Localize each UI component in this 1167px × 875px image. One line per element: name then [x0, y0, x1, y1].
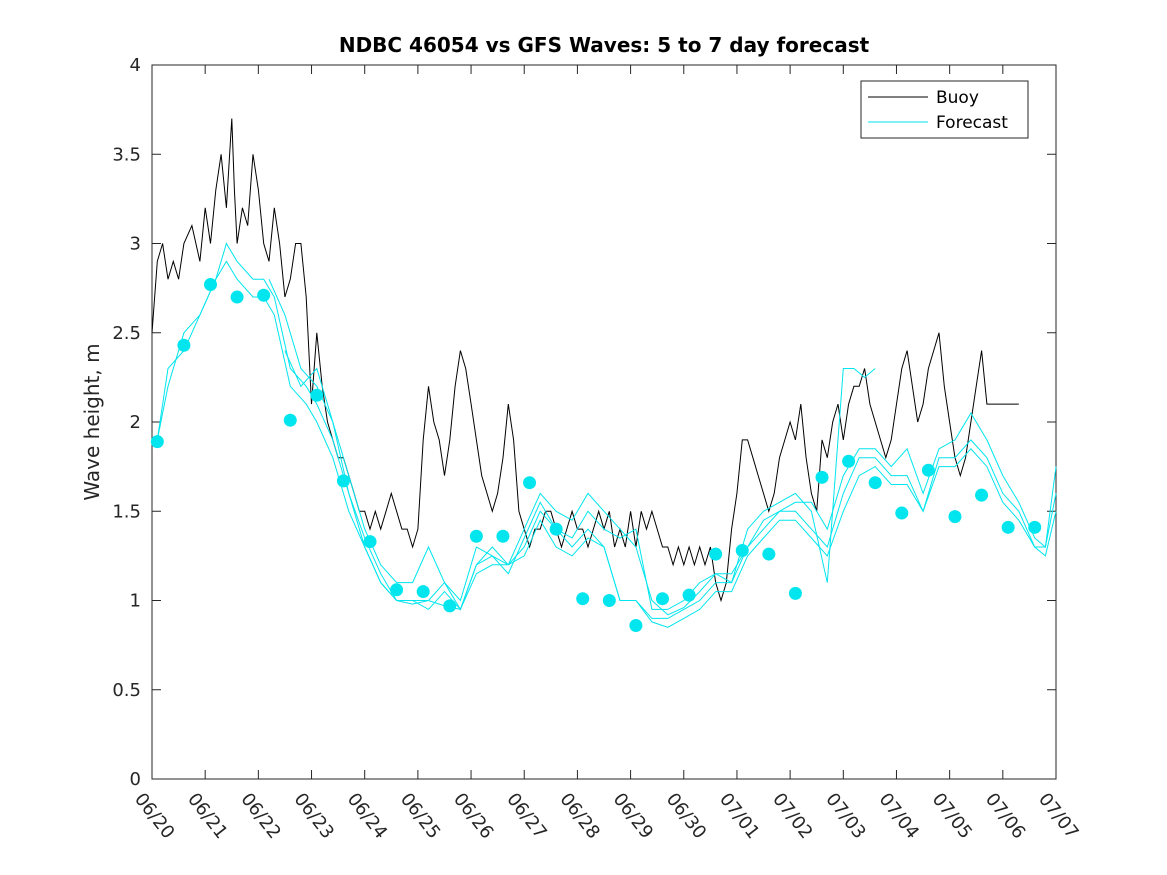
forecast-point	[975, 488, 989, 502]
y-tick-label: 0	[130, 769, 141, 790]
y-tick-label: 0.5	[112, 680, 141, 701]
forecast-point	[283, 413, 297, 427]
forecast-point	[602, 594, 616, 607]
y-tick-label: 2.5	[112, 323, 141, 344]
forecast-point	[363, 535, 377, 549]
forecast-point	[895, 506, 909, 520]
forecast-point	[576, 592, 590, 606]
series-layer	[150, 118, 1057, 632]
forecast-point	[948, 510, 962, 524]
forecast-point	[443, 599, 457, 613]
forecast-point	[336, 474, 350, 488]
forecast-line-2	[156, 260, 1057, 628]
forecast-point	[469, 529, 483, 543]
y-tick-label: 4	[130, 55, 141, 76]
axes-box	[151, 64, 1057, 780]
legend-box	[860, 80, 1029, 139]
forecast-point	[921, 463, 935, 477]
plot-area: 00.511.522.533.54 06/20 06/21 06/22 06/23 06…	[112, 55, 1082, 843]
forecast-point	[203, 278, 217, 292]
forecast-point	[1028, 520, 1042, 534]
forecast-point	[762, 547, 776, 561]
legend-label-forecast: Forecast	[936, 113, 1008, 133]
forecast-point	[310, 388, 324, 402]
forecast-point	[655, 592, 669, 606]
forecast-point	[1001, 520, 1015, 534]
forecast-point	[496, 529, 510, 543]
forecast-point	[257, 288, 271, 302]
buoy-line	[151, 118, 1019, 603]
forecast-point	[735, 544, 749, 558]
forecast-point	[815, 470, 829, 484]
y-tick-label: 1.5	[112, 501, 141, 522]
forecast-point	[416, 585, 430, 599]
forecast-point	[682, 588, 696, 602]
legend: Buoy Forecast	[860, 80, 1029, 139]
forecast-point	[709, 547, 723, 561]
y-axis: 0 0.5 1 1.5 2 2.5 3 3.5 4	[112, 55, 1056, 790]
y-tick-label: 3.5	[112, 144, 141, 165]
forecast-point	[868, 476, 882, 490]
y-axis-label: Wave height, m	[80, 343, 104, 500]
forecast-line-4	[268, 278, 1057, 616]
forecast-line-3	[284, 350, 876, 610]
forecast-point	[549, 522, 563, 536]
forecast-point	[629, 618, 643, 632]
forecast-point	[177, 338, 191, 352]
legend-label-buoy: Buoy	[936, 88, 979, 108]
forecast-point	[390, 583, 404, 597]
forecast-point	[230, 290, 244, 304]
y-tick-label: 1	[130, 591, 141, 612]
forecast-point	[523, 476, 537, 490]
y-tick-label: 3	[130, 234, 141, 255]
forecast-point	[150, 435, 164, 449]
y-tick-label: 2	[130, 412, 141, 433]
forecast-point	[842, 454, 856, 468]
forecast-point	[788, 586, 802, 600]
chart-title: NDBC 46054 vs GFS Waves: 5 to 7 day fore…	[339, 33, 870, 57]
